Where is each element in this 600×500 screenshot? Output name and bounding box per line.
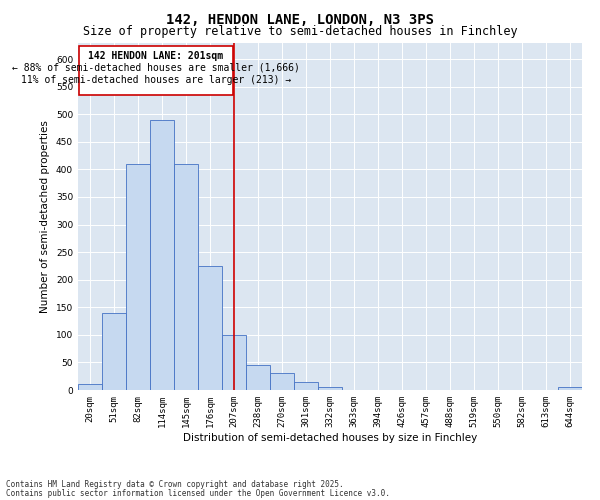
Bar: [246, 365, 270, 390]
Text: ← 88% of semi-detached houses are smaller (1,666): ← 88% of semi-detached houses are smalle…: [12, 63, 300, 73]
Bar: [198, 266, 222, 390]
Bar: [294, 382, 318, 390]
Bar: [78, 384, 102, 390]
Text: Size of property relative to semi-detached houses in Finchley: Size of property relative to semi-detach…: [83, 25, 517, 38]
Text: Contains HM Land Registry data © Crown copyright and database right 2025.: Contains HM Land Registry data © Crown c…: [6, 480, 344, 489]
Y-axis label: Number of semi-detached properties: Number of semi-detached properties: [40, 120, 50, 312]
Text: Contains public sector information licensed under the Open Government Licence v3: Contains public sector information licen…: [6, 488, 390, 498]
Bar: [150, 120, 174, 390]
Bar: [270, 374, 294, 390]
Text: 142 HENDON LANE: 201sqm: 142 HENDON LANE: 201sqm: [88, 51, 224, 61]
Bar: [558, 387, 582, 390]
Text: 142, HENDON LANE, LONDON, N3 3PS: 142, HENDON LANE, LONDON, N3 3PS: [166, 12, 434, 26]
X-axis label: Distribution of semi-detached houses by size in Finchley: Distribution of semi-detached houses by …: [183, 432, 477, 442]
FancyBboxPatch shape: [79, 46, 233, 95]
Bar: [102, 313, 126, 390]
Bar: [126, 164, 150, 390]
Bar: [174, 164, 198, 390]
Text: 11% of semi-detached houses are larger (213) →: 11% of semi-detached houses are larger (…: [21, 75, 291, 85]
Bar: [318, 387, 342, 390]
Bar: [222, 335, 246, 390]
